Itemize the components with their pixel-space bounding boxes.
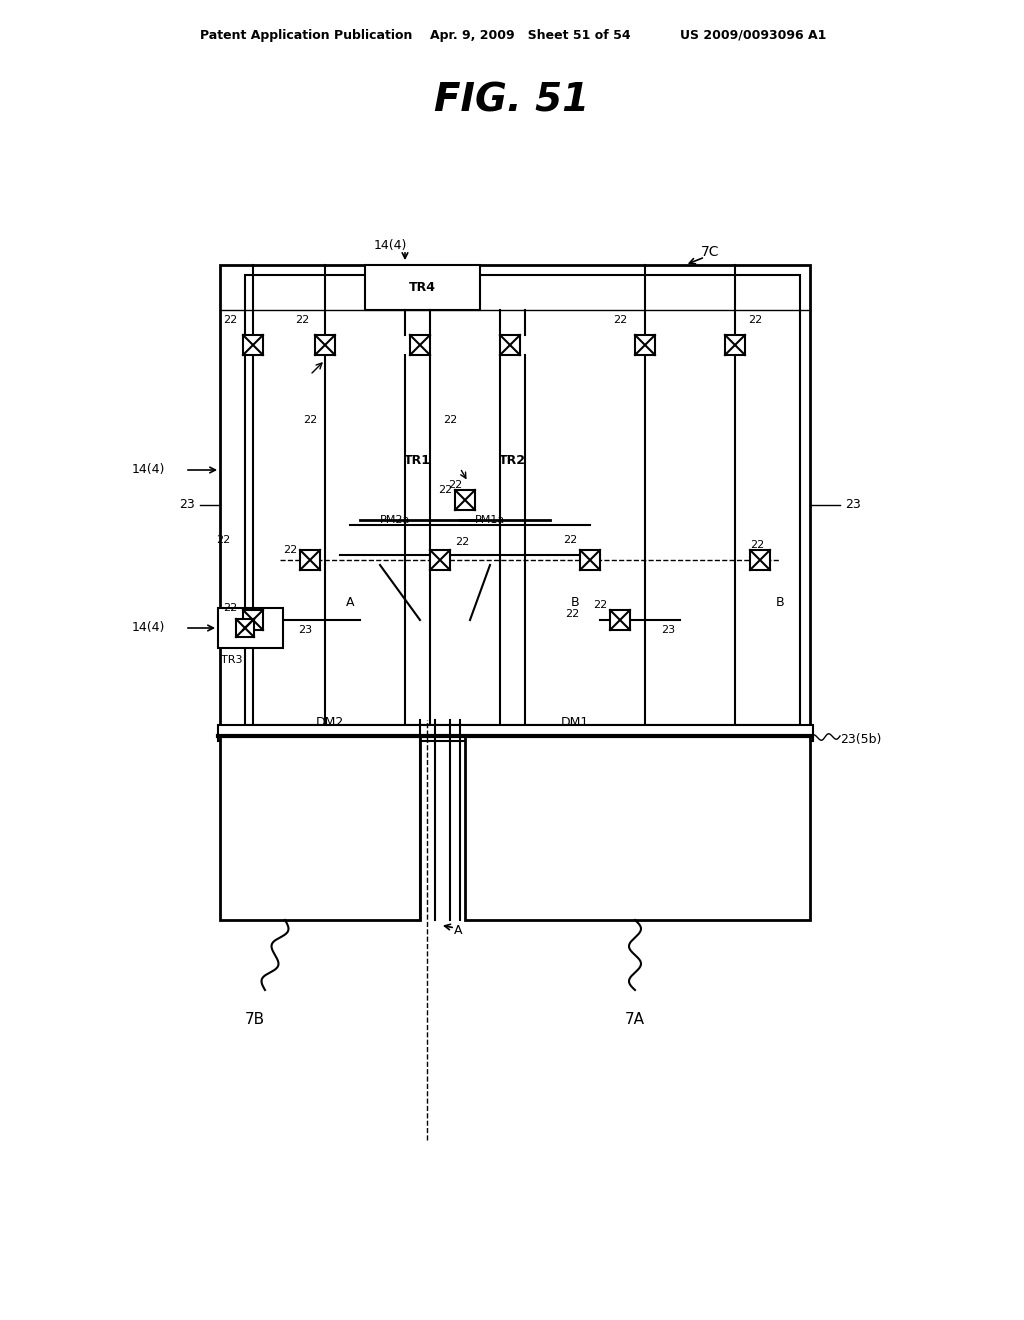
Text: 22: 22 [748,315,762,325]
Text: A: A [454,924,462,936]
Bar [610,610,630,630]
Bar [220,735,420,920]
Text: 22: 22 [216,535,230,545]
Bar [580,550,600,570]
Bar [635,335,655,355]
Bar [410,335,430,355]
Bar [365,265,480,310]
Text: 22: 22 [223,603,238,612]
Text: TR3: TR3 [221,655,243,665]
Text: TR4: TR4 [409,281,436,294]
Text: TR1: TR1 [403,454,430,466]
Bar [243,335,263,355]
Bar [500,335,520,355]
Bar [236,619,254,638]
Bar [243,610,263,630]
Bar [245,275,800,725]
Text: 14(4): 14(4) [132,463,165,477]
Bar [455,490,475,510]
Text: B: B [570,595,580,609]
Text: 14(4): 14(4) [132,622,165,635]
Text: 23: 23 [179,499,195,511]
Text: PM2a: PM2a [380,515,411,525]
Bar [220,265,810,735]
Bar [300,550,319,570]
Bar [465,735,810,920]
Text: 14(4): 14(4) [374,239,407,252]
Bar [315,335,335,355]
Text: 23: 23 [845,499,861,511]
Text: 22: 22 [283,545,297,554]
Text: B: B [776,595,784,609]
Text: Patent Application Publication: Patent Application Publication [200,29,413,41]
Text: 7C: 7C [700,246,719,259]
Text: FIG. 51: FIG. 51 [434,81,590,119]
Text: 7A: 7A [625,1012,645,1027]
Text: 22: 22 [438,484,453,495]
Text: DM2: DM2 [315,717,344,730]
Text: PM1a: PM1a [475,515,505,525]
Text: US 2009/0093096 A1: US 2009/0093096 A1 [680,29,826,41]
Text: 22: 22 [613,315,627,325]
Text: A: A [346,595,354,609]
Text: 22: 22 [447,480,462,490]
Text: 23(5b): 23(5b) [840,734,882,747]
Text: 22: 22 [563,535,578,545]
Text: 22: 22 [295,315,309,325]
Text: Apr. 9, 2009   Sheet 51 of 54: Apr. 9, 2009 Sheet 51 of 54 [430,29,631,41]
Text: 23: 23 [660,624,675,635]
Bar [750,550,770,570]
Bar [218,609,283,648]
Text: 22: 22 [565,609,580,619]
Text: 22: 22 [455,537,469,546]
Bar [218,725,813,741]
Text: 22: 22 [750,540,764,550]
Text: 7B: 7B [245,1012,265,1027]
Text: 23: 23 [298,624,312,635]
Text: 22: 22 [303,414,317,425]
Text: TR2: TR2 [499,454,525,466]
Text: 22: 22 [223,315,238,325]
Text: DM1: DM1 [561,717,589,730]
Text: 22: 22 [593,601,607,610]
Bar [430,550,450,570]
Text: 22: 22 [442,414,457,425]
Bar [725,335,745,355]
